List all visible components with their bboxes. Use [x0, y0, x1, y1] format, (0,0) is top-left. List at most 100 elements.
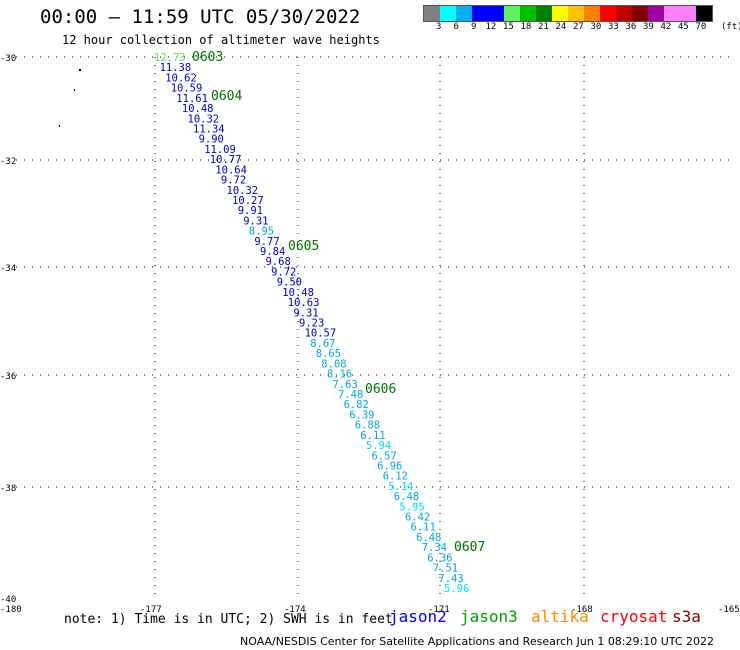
wave-height-value: 10.62: [165, 72, 197, 84]
wave-height-value: 9.91: [238, 205, 263, 217]
wave-height-value: 9.84: [260, 246, 285, 258]
wave-height-value: 8.08: [321, 358, 346, 370]
wave-height-value: 11.09: [204, 144, 236, 156]
footer-credit: NOAA/NESDIS Center for Satellite Applica…: [240, 635, 715, 648]
wave-height-value: 10.63: [288, 297, 320, 309]
legend-tick-label: 30: [590, 22, 602, 32]
legend-swatch: [488, 6, 504, 21]
legend-tick-label: 27: [573, 22, 584, 32]
wave-height-value: 6.96: [377, 461, 402, 473]
y-tick-label: -38: [0, 484, 16, 494]
wave-height-value: 9.68: [266, 256, 291, 268]
legend-tick-label: 42: [660, 22, 672, 32]
legend-tick-label: 3: [436, 22, 442, 32]
x-tick-label: -165: [718, 605, 740, 615]
legend-swatch: [680, 6, 696, 21]
legend-tick-label: 18: [520, 22, 532, 32]
wave-height-value: 6.48: [416, 532, 441, 544]
y-tick-label: -32: [0, 157, 16, 167]
satellite-track: 12.7311.3810.6210.5911.6110.4810.3211.34…: [154, 52, 469, 595]
wave-height-value: 9.50: [277, 277, 302, 289]
legend-tick-label: 15: [503, 22, 514, 32]
wave-height-value: 6.42: [405, 512, 430, 524]
legend-tick-label: 12: [485, 22, 497, 32]
wave-height-value: 6.11: [360, 430, 385, 442]
wave-height-value: 10.27: [232, 195, 264, 207]
pass-time-label: 0605: [288, 239, 319, 254]
wave-height-value: 6.48: [394, 491, 419, 503]
wave-height-value: 5.96: [444, 583, 469, 595]
footer-note: note: 1) Time is in UTC; 2) SWH is in fe…: [64, 612, 393, 627]
legend-swatch: [520, 6, 536, 21]
wave-height-value: 6.88: [355, 420, 380, 432]
wave-height-value: 6.82: [344, 399, 369, 411]
wave-height-value: 9.31: [293, 307, 318, 319]
map-grid: [8, 56, 730, 598]
wave-height-value: 11.61: [176, 93, 208, 105]
wave-height-value: 12.73: [154, 52, 186, 64]
wave-height-value: 7.48: [338, 389, 363, 401]
x-tick-label: -174: [284, 605, 306, 615]
satellite-jason3: jason3: [460, 607, 518, 626]
legend-tick-label: 36: [625, 22, 637, 32]
satellite-cryosat: cryosat: [600, 607, 668, 626]
satellite-jason2: jason2: [389, 607, 447, 626]
wave-height-value: 9.23: [299, 318, 324, 330]
legend-swatch: [696, 6, 712, 21]
wave-height-value: 8.67: [310, 338, 335, 350]
x-tick-label: -171: [428, 605, 450, 615]
legend-swatch: [600, 6, 616, 21]
legend-swatch: [424, 6, 440, 21]
wave-height-value: 10.32: [227, 185, 259, 197]
legend-tick-label: 33: [608, 22, 619, 32]
wave-height-value: 9.31: [243, 215, 268, 227]
wave-height-value: 6.12: [383, 471, 408, 483]
legend-swatch: [632, 6, 648, 21]
wave-height-value: 7.51: [433, 563, 458, 575]
legend-swatch: [504, 6, 520, 21]
wave-height-value: 10.77: [210, 154, 242, 166]
wave-height-value: 6.11: [411, 522, 436, 534]
wave-height-value: 7.63: [333, 379, 358, 391]
legend-swatch: [440, 6, 456, 21]
wave-height-value: 10.57: [305, 328, 337, 340]
wave-height-value: 5.94: [366, 440, 391, 452]
page-title: 00:00 – 11:59 UTC 05/30/2022: [40, 6, 361, 28]
wave-height-value: 9.90: [199, 134, 224, 146]
legend-swatch: [584, 6, 600, 21]
legend-swatch: [552, 6, 568, 21]
legend-tick-label: 45: [678, 22, 689, 32]
y-tick-label: -36: [0, 372, 16, 382]
wave-height-value: 10.32: [188, 113, 220, 125]
x-tick-label: -168: [571, 605, 593, 615]
wave-height-value: 5.14: [388, 481, 413, 493]
wave-height-value: 10.64: [215, 164, 247, 176]
land-specks: [59, 69, 81, 127]
wave-height-value: 9.72: [221, 175, 246, 187]
color-legend-bar: [423, 5, 713, 22]
time-labels: 0603 0604 0605 0606 0607: [192, 50, 485, 555]
legend-swatch: [648, 6, 664, 21]
wave-height-value: 10.48: [282, 287, 314, 299]
legend-swatch: [664, 6, 680, 21]
page-subtitle: 12 hour collection of altimeter wave hei…: [62, 33, 380, 47]
wave-height-value: 10.48: [182, 103, 214, 115]
pass-time-label: 0606: [365, 382, 396, 397]
wave-height-value: 8.16: [327, 369, 352, 381]
pass-time-label: 0603: [192, 50, 223, 65]
y-tick-label: -40: [0, 595, 16, 605]
wave-height-value: 9.72: [271, 266, 296, 278]
legend-swatch: [456, 6, 472, 21]
legend-tick-label: 9: [471, 22, 477, 32]
wave-height-value: 10.59: [171, 83, 203, 95]
legend-tick-label: 21: [538, 22, 549, 32]
legend-swatch: [568, 6, 584, 21]
x-tick-label: -177: [140, 605, 162, 615]
legend-tick-label: 24: [555, 22, 567, 32]
wave-height-value: 7.34: [422, 542, 447, 554]
pass-time-label: 0607: [454, 540, 485, 555]
wave-height-value: 6.36: [427, 552, 452, 564]
legend-tick-label: 70: [695, 22, 707, 32]
